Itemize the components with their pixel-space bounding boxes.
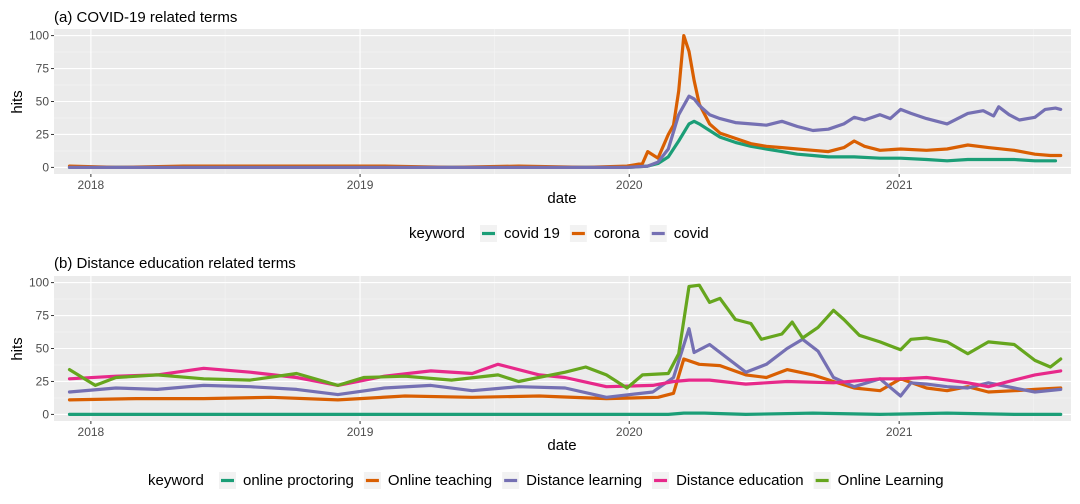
series-line-online-teaching [67, 357, 1063, 402]
y-tick-label: 75 [36, 309, 50, 323]
legend-label: Distance education [676, 472, 804, 489]
x-tick-label: 2019 [347, 425, 374, 439]
legend-title: keyword [148, 472, 204, 489]
legend: keyword online proctoring Online teaching… [148, 472, 944, 489]
legend-label: covid [674, 225, 709, 242]
y-axis-label: hits [9, 337, 26, 360]
y-tick-label: 25 [36, 127, 50, 141]
legend-label: corona [594, 225, 641, 242]
y-tick-label: 0 [42, 407, 49, 421]
y-tick-label: 0 [42, 160, 49, 174]
x-tick-label: 2018 [78, 425, 105, 439]
series-line-online-learning [67, 283, 1063, 390]
series-line-covid-19 [67, 119, 1058, 169]
legend-label: Online Learning [838, 472, 944, 489]
legend-label: Distance learning [526, 472, 642, 489]
x-tick-label: 2020 [616, 425, 643, 439]
y-tick-label: 75 [36, 62, 50, 76]
x-tick-label: 2019 [347, 178, 374, 192]
chart-title: (b) Distance education related terms [54, 255, 296, 272]
y-tick-label: 100 [29, 29, 49, 43]
series-line-covid [67, 94, 1063, 169]
legend-label: covid 19 [504, 225, 560, 242]
series-line-distance-education [67, 362, 1063, 389]
y-axis-label: hits [9, 90, 26, 113]
legend-label: Online teaching [388, 472, 492, 489]
series-line-online-proctoring [67, 411, 1063, 416]
y-tick-label: 100 [29, 276, 49, 290]
series-line-distance-learning [67, 327, 1063, 399]
panel-covid-terms: (a) COVID-19 related terms hits date key… [9, 9, 1071, 242]
x-axis-label: date [547, 437, 576, 454]
legend-title: keyword [409, 225, 465, 242]
y-tick-label: 50 [36, 95, 50, 109]
legend-label: online proctoring [243, 472, 354, 489]
panel-distance-education-terms: (b) Distance education related terms hit… [9, 255, 1071, 489]
y-tick-label: 25 [36, 374, 50, 388]
y-tick-label: 50 [36, 342, 50, 356]
x-tick-label: 2021 [886, 425, 913, 439]
x-tick-label: 2020 [616, 178, 643, 192]
x-tick-label: 2018 [78, 178, 105, 192]
chart-title: (a) COVID-19 related terms [54, 9, 237, 26]
x-axis-label: date [547, 190, 576, 207]
legend: keyword covid 19 corona covid [409, 225, 709, 242]
x-tick-label: 2021 [886, 178, 913, 192]
